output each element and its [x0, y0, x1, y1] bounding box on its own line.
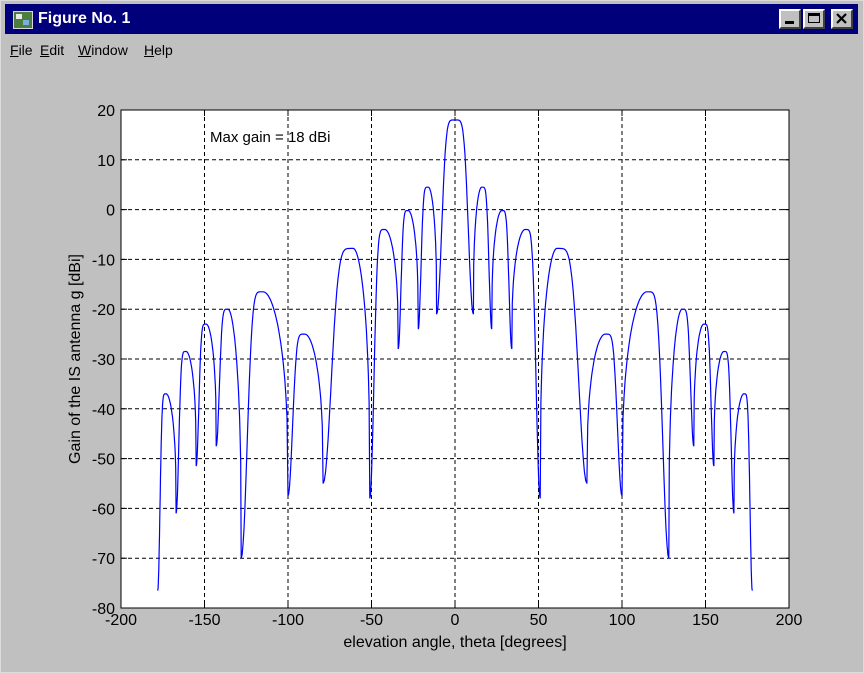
menu-bar: File Edit Window Help: [5, 38, 858, 62]
y-tick-label: -70: [92, 551, 115, 568]
maximize-icon: [808, 13, 820, 23]
max-gain-annotation: Max gain = 18 dBi: [210, 129, 331, 146]
y-tick-label: -30: [92, 352, 115, 369]
maximize-button[interactable]: [803, 9, 825, 29]
x-tick-label: 50: [530, 612, 548, 629]
y-axis-label: Gain of the IS antenna g [dBi]: [67, 254, 84, 464]
title-bar[interactable]: Figure No. 1: [5, 4, 858, 34]
y-tick-label: -50: [92, 452, 115, 469]
x-tick-label: -100: [272, 612, 304, 629]
x-tick-labels: -200 -150 -100 -50 0 50 100 150 200: [105, 612, 802, 629]
x-tick-label: 200: [776, 612, 803, 629]
menu-file[interactable]: File: [10, 42, 33, 58]
x-tick-label: -200: [105, 612, 137, 629]
gain-series-line: [157, 119, 753, 591]
minimize-button[interactable]: [779, 9, 801, 29]
window-title: Figure No. 1: [38, 10, 131, 27]
y-tick-label: 20: [97, 103, 115, 120]
y-tick-label: 0: [106, 203, 115, 220]
close-icon: [836, 13, 847, 24]
x-tick-label: 150: [692, 612, 719, 629]
close-button[interactable]: [831, 9, 853, 29]
x-tick-label: -150: [188, 612, 220, 629]
gain-plot[interactable]: -200 -150 -100 -50 0 50 100 150 200 20100-10-20-…: [5, 63, 858, 667]
y-tick-labels: 20 10 0 -10 -20 -30 -40 -50 -60 -70 -80: [92, 103, 115, 618]
menu-window[interactable]: Window: [78, 42, 128, 58]
minimize-icon: [785, 21, 794, 24]
menu-help[interactable]: Help: [144, 42, 173, 58]
x-tick-label: 0: [451, 612, 460, 629]
figure-canvas: -200 -150 -100 -50 0 50 100 150 200 20 10 0 -10 -20-…: [5, 63, 858, 667]
y-tick-label: -40: [92, 402, 115, 419]
figure-app-icon[interactable]: [13, 11, 33, 29]
y-tick-label: -60: [92, 501, 115, 518]
y-tick-label: -80: [92, 601, 115, 618]
y-tick-label: 10: [97, 153, 115, 170]
x-tick-label: -50: [360, 612, 383, 629]
grid-lines: [121, 110, 789, 608]
y-tick-label: -20: [92, 302, 115, 319]
y-tick-label: -10: [92, 252, 115, 269]
x-tick-label: 100: [609, 612, 636, 629]
menu-edit[interactable]: Edit: [40, 42, 65, 58]
x-axis-label: elevation angle, theta [degrees]: [343, 634, 566, 651]
tick-marks: [120, 109, 790, 609]
